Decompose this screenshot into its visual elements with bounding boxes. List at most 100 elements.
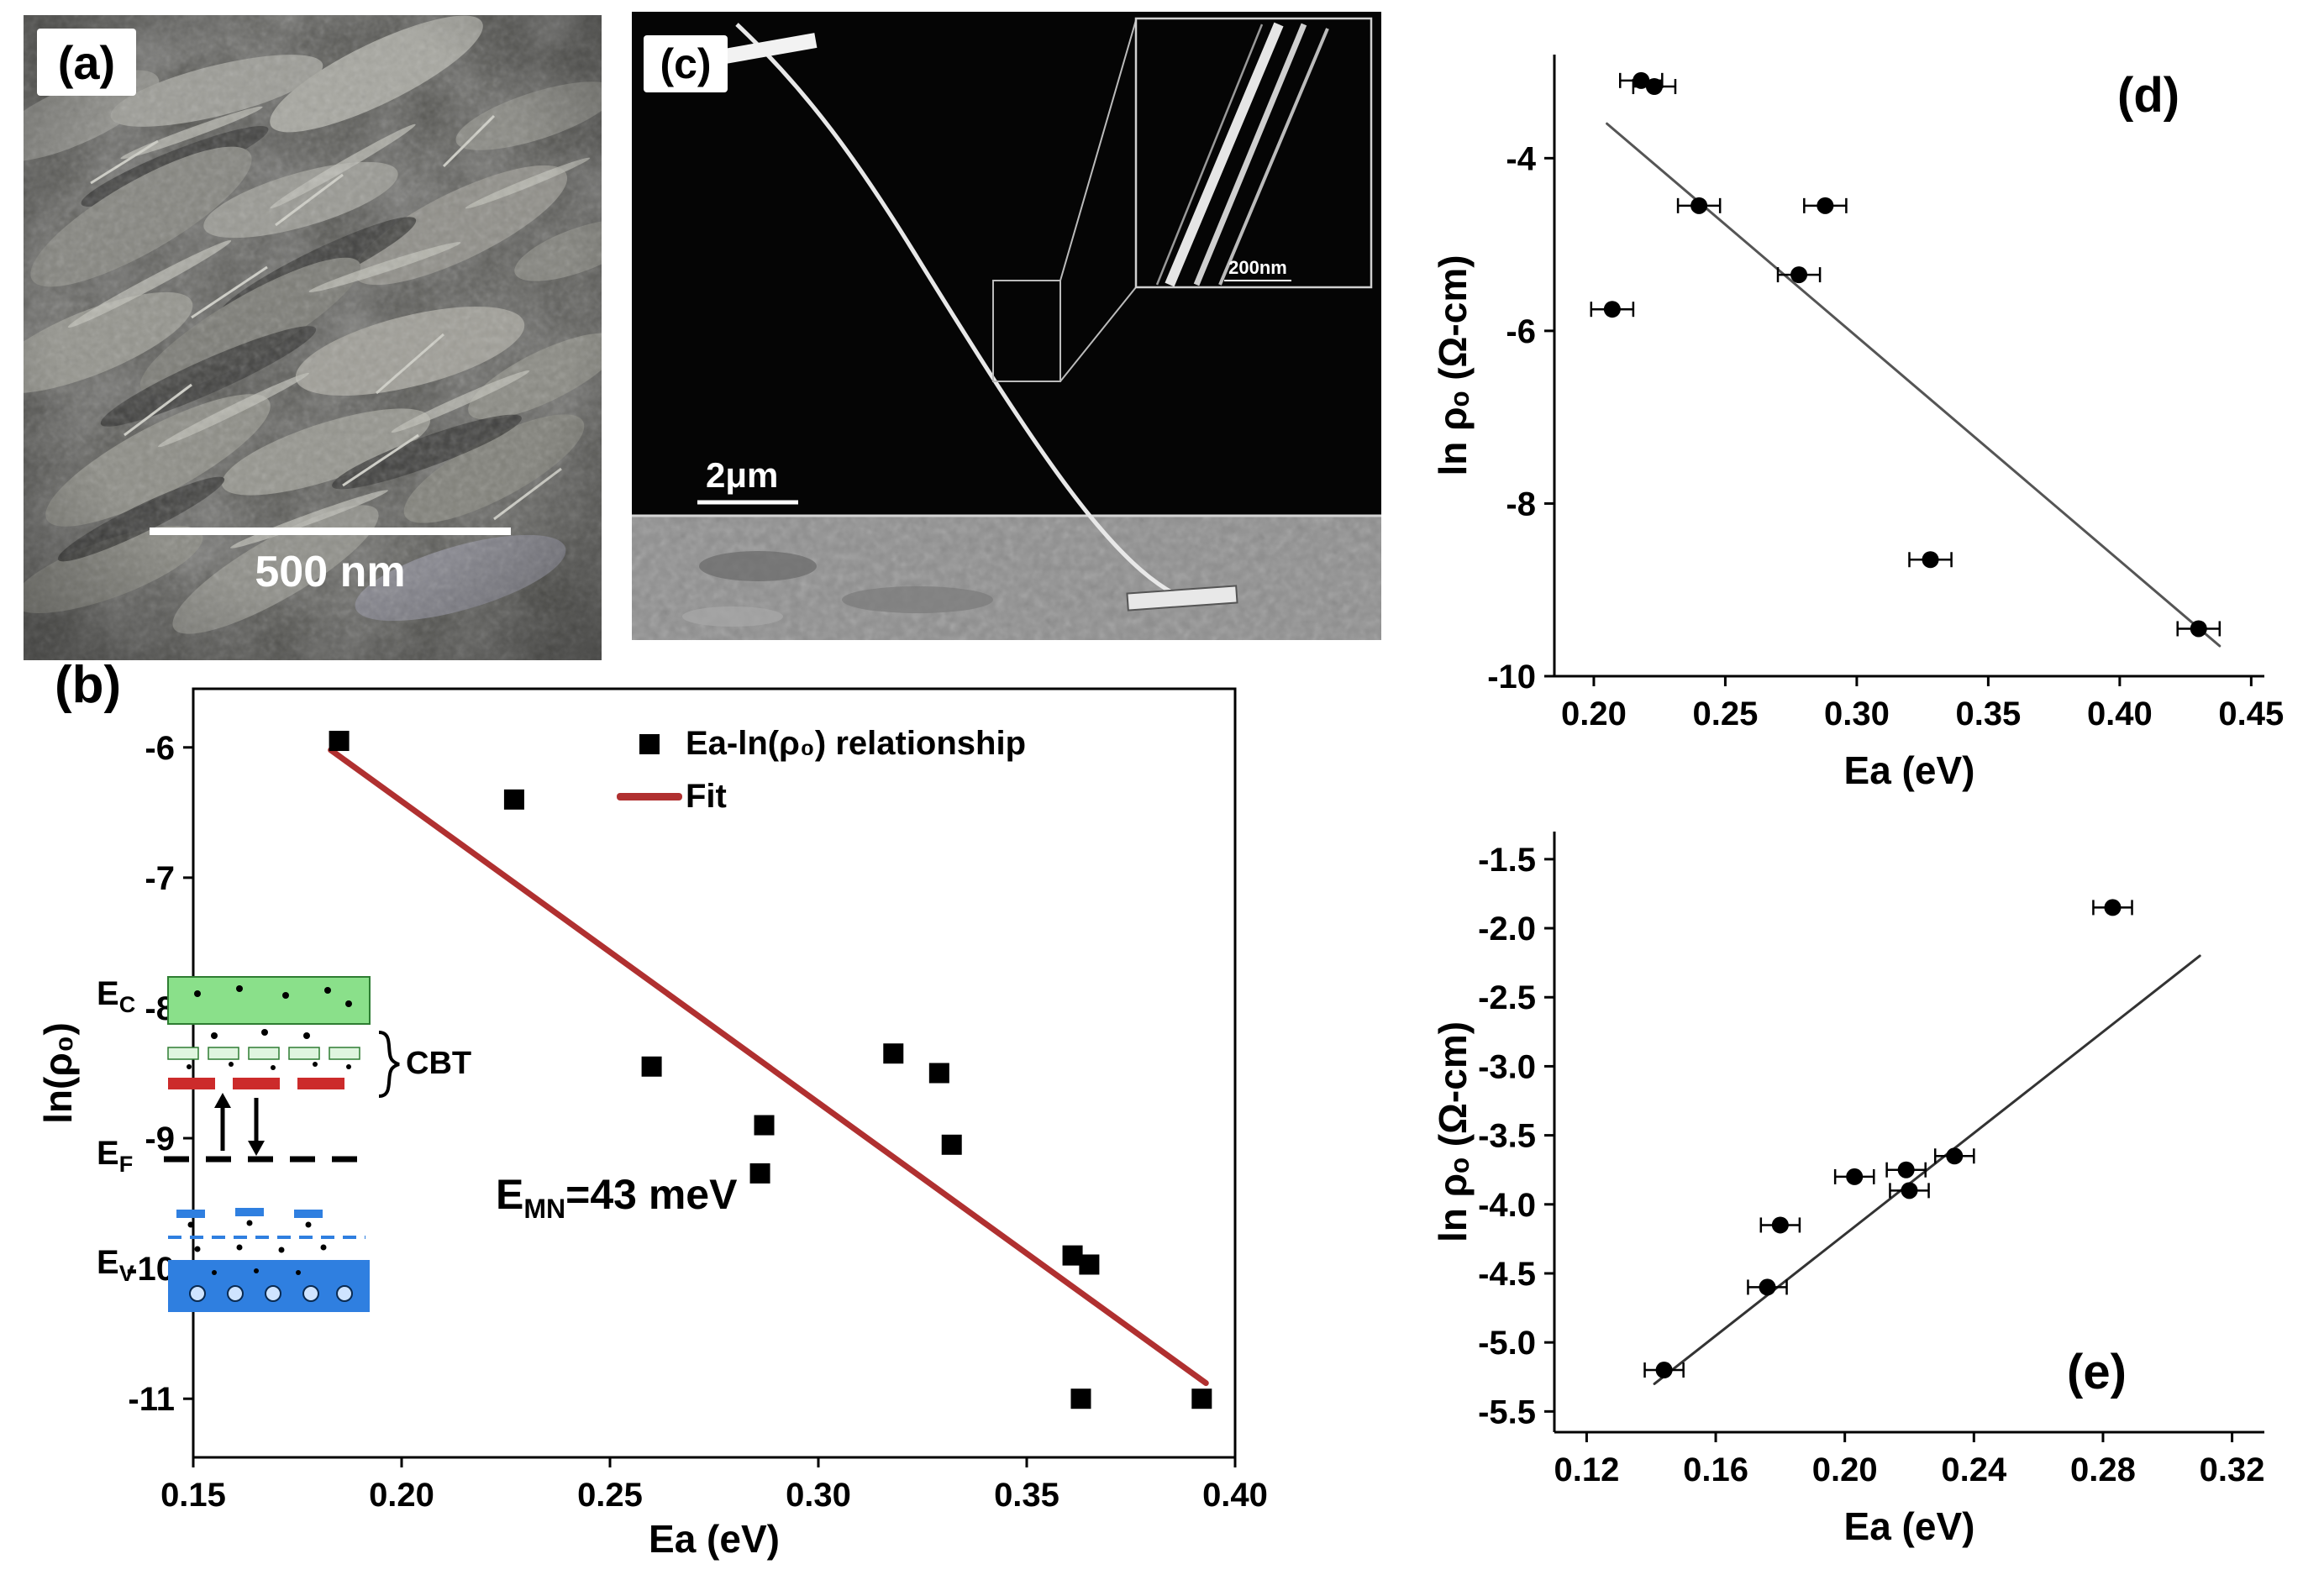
fit-line (1653, 954, 2201, 1385)
axes (1544, 832, 2264, 1442)
sem-vignette (24, 15, 602, 660)
x-tick-label: 0.30 (1824, 696, 1890, 732)
fermi-level-label: EF (97, 1135, 134, 1177)
sem-image-a: 500 nm (0, 15, 642, 660)
panel-a: 500 nm (a) (0, 15, 642, 660)
legend-b: Ea-ln(ρ₀) relationship Fit (613, 725, 1026, 816)
x-axis-label: Ea (eV) (1844, 748, 1975, 792)
y-axis-label: ln ρₒ (Ω-cm) (1431, 1021, 1475, 1242)
x-tick-label: 0.35 (1955, 696, 2021, 732)
axes (1544, 55, 2264, 686)
data-point (2104, 899, 2122, 916)
data-point (1771, 1216, 1789, 1234)
data-point (1946, 1147, 1964, 1165)
band-diagram (164, 976, 400, 1312)
inset-scale-text: 200nm (1228, 257, 1287, 278)
panel-e-label: (e) (2067, 1345, 2127, 1399)
x-tick-label: 0.28 (2070, 1451, 2136, 1488)
data-point (941, 1134, 962, 1155)
chart-e: 0.12 0.16 0.20 0.24 0.28 0.32 -1.5 -2.0 -2.5 -3.0… (1431, 832, 2265, 1548)
x-tick-label: 0.30 (786, 1477, 851, 1514)
legend-fit-label: Fit (686, 778, 727, 815)
chart-d: 0.20 0.25 0.30 0.35 0.40 0.45 -4 -6 -8 -10 Ea (eV)… (1431, 55, 2284, 792)
y-tick-label: -9 (145, 1121, 175, 1157)
data-point (1191, 1388, 1212, 1409)
x-tick-label: 0.40 (2087, 696, 2153, 732)
data-point (1817, 197, 1834, 214)
electron-dots (194, 985, 352, 1039)
x-tick-label: 0.25 (577, 1477, 643, 1514)
y-tick-label: -10 (126, 1251, 175, 1288)
x-tick-label: 0.12 (1554, 1451, 1619, 1488)
y-axis-label: ln(ρ₀) (36, 1022, 80, 1124)
data-point (641, 1056, 662, 1077)
x-tick-label: 0.32 (2200, 1451, 2265, 1488)
data-point (1645, 78, 1663, 96)
legend-series-label: Ea-ln(ρ₀) relationship (686, 725, 1027, 762)
panel-e: 0.12 0.16 0.20 0.24 0.28 0.32 -1.5 -2.0 -2.5 -3.0… (1428, 802, 2311, 1558)
conduction-band (167, 976, 371, 1025)
y-axis-label: ln ρₒ (Ω-cm) (1431, 255, 1475, 475)
data-point (1079, 1254, 1100, 1275)
valence-band (168, 1260, 370, 1312)
annotation-post: =43 meV (565, 1171, 738, 1218)
data-point (754, 1115, 775, 1136)
x-tick-label: 0.35 (994, 1477, 1059, 1514)
x-tick-label: 0.24 (1941, 1451, 2007, 1488)
y-tick-label: -10 (1487, 659, 1536, 696)
data-point (1897, 1161, 1915, 1178)
y-tick-label: -2.0 (1478, 911, 1536, 947)
panel-c-label: (c) (644, 35, 728, 92)
data-point (1922, 551, 1939, 569)
tail-dots (187, 1220, 312, 1228)
y-tick-label: -6 (1506, 313, 1536, 350)
zoom-connector-bottom (1059, 286, 1137, 382)
y-tick-label: -4 (1506, 140, 1536, 177)
valence-band-label: EV (97, 1244, 134, 1286)
cbt-brace-icon (378, 1031, 400, 1098)
fit-line (1606, 122, 2221, 648)
x-axis-label: Ea (eV) (1844, 1504, 1975, 1548)
data-point (928, 1063, 949, 1084)
panel-d-label: (d) (2117, 68, 2180, 123)
legend-entry-fit: Fit (613, 778, 1026, 816)
transition-arrows (214, 1093, 265, 1156)
x-tick-label: 0.15 (160, 1477, 226, 1514)
panel-c: 200nm 2μm (c) (632, 12, 1381, 640)
data-points (1590, 71, 2221, 638)
data-point (503, 789, 524, 810)
x-tick-label: 0.25 (1692, 696, 1758, 732)
scale-bar-a (150, 528, 511, 535)
defect-states (168, 1078, 344, 1089)
y-tick-label: -8 (1506, 486, 1536, 522)
valence-dots (212, 1268, 301, 1275)
data-points (329, 731, 1212, 1409)
cbt-label: CBT (406, 1046, 472, 1081)
data-point (1655, 1362, 1673, 1379)
inset-bundle: 200nm (1134, 17, 1373, 289)
data-point (1790, 266, 1808, 284)
panel-d: 0.20 0.25 0.30 0.35 0.40 0.45 -4 -6 -8 -10 Ea (eV)… (1428, 21, 2311, 802)
hole-circles (189, 1285, 353, 1302)
data-point (1690, 197, 1708, 214)
data-point (1759, 1278, 1776, 1296)
x-tick-label: 0.20 (369, 1477, 434, 1514)
square-marker-icon (639, 733, 660, 754)
trap-states (167, 1047, 360, 1060)
y-tick-label: -4.0 (1478, 1187, 1536, 1224)
x-tick-label: 0.40 (1202, 1477, 1268, 1514)
fit-line (328, 747, 1209, 1387)
y-tick-label: -3.5 (1478, 1118, 1536, 1155)
x-tick-label: 0.20 (1812, 1451, 1878, 1488)
y-tick-label: -11 (128, 1381, 175, 1418)
valence-tail-dashes (176, 1208, 323, 1218)
fit-line-icon (617, 793, 682, 800)
nanowire (735, 23, 1187, 602)
sem-image-c: 200nm 2μm (632, 12, 1381, 640)
band-diagram-inset: EC CBT EF EV (97, 970, 471, 1390)
meyer-neldel-annotation: EMN=43 meV (496, 1170, 737, 1225)
data-points (1643, 899, 2133, 1379)
y-tick-label: -6 (145, 730, 175, 767)
y-tick-label: -3.0 (1478, 1048, 1536, 1085)
